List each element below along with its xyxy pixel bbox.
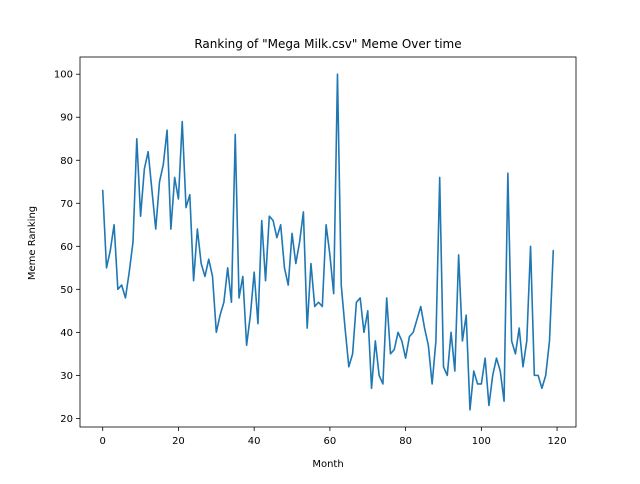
y-axis-ticks: 20 30 40 50 60 70 80 90 100 [54,70,80,425]
x-axis-label: Month [312,459,343,470]
y-tick-label: 90 [60,113,73,124]
x-tick-label: 120 [548,436,567,447]
x-tick-label: 0 [100,436,106,447]
y-tick-label: 50 [60,285,73,296]
y-tick-label: 40 [60,328,73,339]
x-tick-label: 100 [472,436,491,447]
y-tick-label: 100 [54,70,73,81]
x-tick-label: 20 [172,436,185,447]
y-tick-label: 70 [60,199,73,210]
y-tick-label: 80 [60,156,73,167]
x-axis-ticks: 0 20 40 60 80 100 120 [100,427,567,447]
y-tick-label: 20 [60,414,73,425]
y-tick-label: 60 [60,242,73,253]
y-axis-label: Meme Ranking [27,206,38,280]
chart-title: Ranking of "Mega Milk.csv" Meme Over tim… [194,37,461,51]
x-tick-label: 40 [248,436,261,447]
x-tick-label: 80 [399,436,412,447]
plot-frame [79,56,577,428]
series-line [101,73,555,411]
x-tick-label: 60 [324,436,337,447]
y-tick-label: 30 [60,371,73,382]
